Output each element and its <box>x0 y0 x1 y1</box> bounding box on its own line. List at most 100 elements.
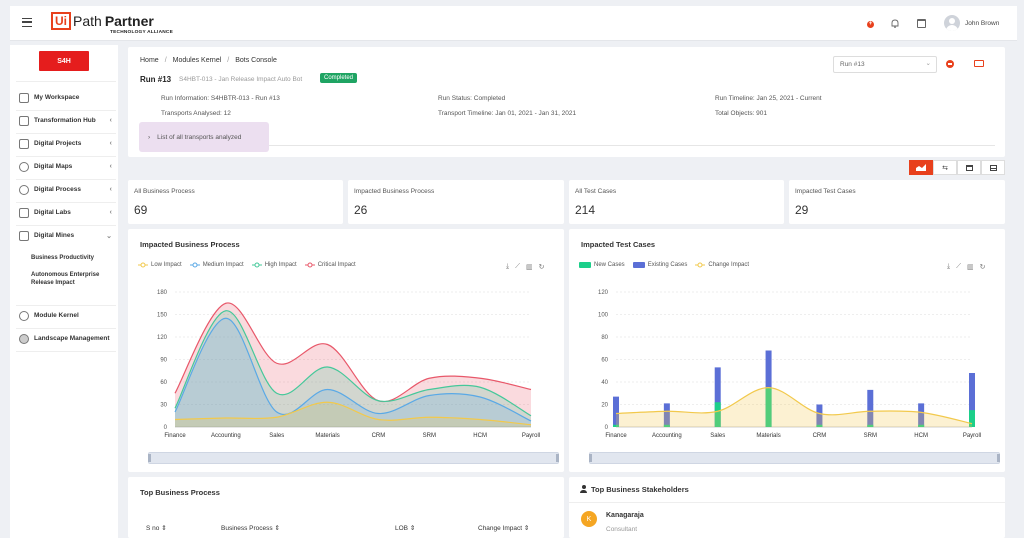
subitem-business-productivity[interactable]: Business Productivity <box>31 255 95 261</box>
list-icon <box>19 207 29 218</box>
refresh-icon[interactable]: ↻ <box>979 264 986 271</box>
y-tick-label: 100 <box>598 313 609 319</box>
chart-legend: Low Impact Medium Impact High Impact Cri… <box>138 262 356 268</box>
legend-label: Medium Impact <box>202 262 244 268</box>
download-icon[interactable]: ⤓ <box>947 263 951 270</box>
calendar-icon[interactable] <box>917 19 926 28</box>
bar-existing-cases <box>816 404 823 427</box>
stakeholder-name[interactable]: Kanagaraja <box>606 512 644 519</box>
impacted-business-process-chart: 0 30 60 90 120 150 180 Finance Accounting Sales Ma… <box>157 290 540 439</box>
user-name[interactable]: John Brown <box>965 20 1000 27</box>
download-icon[interactable]: ⤓ <box>506 263 510 270</box>
line-chart-icon[interactable]: ⟋ <box>956 263 962 270</box>
legend-label: Existing Cases <box>647 262 688 268</box>
breadcrumb-separator: / <box>227 57 230 64</box>
hamburger-menu-icon[interactable] <box>22 18 32 27</box>
sidebar-item-my-workspace[interactable]: My Workspace <box>10 86 118 109</box>
zoom-handle-right[interactable] <box>997 454 1000 462</box>
status-badge: Completed <box>320 73 358 83</box>
legend-swatch <box>579 262 591 268</box>
chevron-left-icon: ‹ <box>109 186 112 193</box>
logo-path-text: Path <box>73 13 102 29</box>
chart-legend: New Cases Existing Cases Change Impact <box>579 262 749 268</box>
legend-item[interactable]: Existing Cases <box>632 262 688 268</box>
legend-label: Low Impact <box>151 262 182 268</box>
bar-chart-icon[interactable]: ▥ <box>526 264 533 271</box>
sidebar-item-transformation-hub[interactable]: Transformation Hub ‹ <box>10 109 118 132</box>
x-tick-label: HCM <box>914 433 928 439</box>
zoom-handle-left[interactable] <box>148 454 151 462</box>
stat-value: 69 <box>134 203 148 217</box>
sort-icon: ⇕ <box>161 525 167 532</box>
sidebar-item-digital-process[interactable]: Digital Process ‹ <box>10 178 118 201</box>
sidebar-item-digital-maps[interactable]: Digital Maps ‹ <box>10 155 118 178</box>
legend-label: Change Impact <box>708 262 750 268</box>
x-tick-label: CRM <box>813 433 827 439</box>
y-tick-label: 0 <box>605 425 609 431</box>
logo-tagline: TECHNOLOGY ALLIANCE <box>110 30 173 35</box>
run-information: Run Information: S4HBTR-013 - Run #13 <box>161 95 280 102</box>
series-area <box>175 318 531 427</box>
legend-item[interactable]: Change Impact <box>695 262 749 268</box>
zoom-handle-left[interactable] <box>589 454 592 462</box>
sidebar-item-digital-projects[interactable]: Digital Projects ‹ <box>10 132 118 155</box>
run-header-card: Home / Modules Kernel / Bots Console Run… <box>128 47 1005 157</box>
column-header-business-process[interactable]: Business Process ⇕ <box>221 525 280 532</box>
breadcrumb-module[interactable]: Modules Kernel <box>172 57 222 64</box>
legend-swatch <box>138 262 148 268</box>
stop-icon[interactable] <box>946 60 954 68</box>
add-icon[interactable]: + <box>867 21 874 28</box>
zoom-handle-right[interactable] <box>556 454 559 462</box>
subitem-autonomous-release[interactable]: Autonomous Enterprise Release Impact <box>31 272 100 286</box>
stat-title: Impacted Test Cases <box>795 188 856 195</box>
sidebar-item-module-kernel[interactable]: Module Kernel <box>10 304 118 327</box>
run-select[interactable]: Run #13 ⌄ <box>833 56 937 73</box>
area-chart-view-button[interactable] <box>909 160 933 175</box>
legend-item[interactable]: Medium Impact <box>189 262 244 268</box>
stakeholder-avatar[interactable]: K <box>581 511 597 527</box>
zoom-slider[interactable] <box>589 452 1000 464</box>
zoom-slider[interactable] <box>148 452 559 464</box>
x-tick-label: Accounting <box>652 433 682 439</box>
run-select-value: Run #13 <box>840 61 865 68</box>
sidebar-item-landscape-management[interactable]: Landscape Management <box>10 327 118 350</box>
column-header-change-impact[interactable]: Change Impact ⇕ <box>478 525 530 532</box>
run-status: Run Status: Completed <box>438 95 506 102</box>
x-tick-label: Payroll <box>963 433 981 439</box>
legend-item[interactable]: High Impact <box>251 262 297 268</box>
flow-view-button[interactable]: ⇆ <box>933 160 957 175</box>
series-area <box>175 402 531 427</box>
y-tick-label: 0 <box>164 425 168 431</box>
project-icon <box>19 138 29 149</box>
legend-item[interactable]: Critical Impact <box>304 262 356 268</box>
breadcrumb-home[interactable]: Home <box>140 57 159 64</box>
refresh-icon[interactable]: ↻ <box>538 264 545 271</box>
x-tick-label: HCM <box>473 433 487 439</box>
calendar-view-button[interactable] <box>957 160 981 175</box>
legend-item[interactable]: New Cases <box>579 262 625 268</box>
line-chart-icon[interactable]: ⟋ <box>515 263 521 270</box>
sidebar-item-label: Digital Labs <box>34 209 71 216</box>
column-header-lob[interactable]: LOB ⇕ <box>395 525 416 532</box>
sidebar-item-digital-labs[interactable]: Digital Labs ‹ <box>10 201 118 224</box>
bar-new-cases <box>663 424 670 427</box>
column-header-sno[interactable]: S no ⇕ <box>146 525 167 532</box>
monitor-icon[interactable] <box>974 60 984 67</box>
s4h-badge[interactable]: S4H <box>39 51 89 71</box>
table-view-button[interactable] <box>981 160 1005 175</box>
legend-item[interactable]: Low Impact <box>138 262 182 268</box>
chart-toolbox: ⤓ ⟋ ▥ ↻ <box>506 263 545 271</box>
bar-chart-icon[interactable]: ▥ <box>967 264 974 271</box>
y-tick-label: 60 <box>160 380 167 386</box>
sidebar-item-digital-mines[interactable]: Digital Mines ⌄ <box>10 224 118 247</box>
chevron-left-icon: ‹ <box>109 117 112 124</box>
avatar[interactable] <box>944 15 960 31</box>
x-tick-label: CRM <box>372 433 386 439</box>
bar-new-cases <box>969 410 975 427</box>
transports-expander[interactable]: › List of all transports analyzed <box>139 122 269 152</box>
run-timeline: Run Timeline: Jan 25, 2021 - Current <box>715 95 822 102</box>
run-subtitle: S4HBT-013 - Jan Release Impact Auto Bot <box>179 76 303 83</box>
bell-icon[interactable] <box>891 19 899 28</box>
stat-card: All Test Cases 214 <box>569 180 784 224</box>
legend-swatch <box>189 262 200 268</box>
